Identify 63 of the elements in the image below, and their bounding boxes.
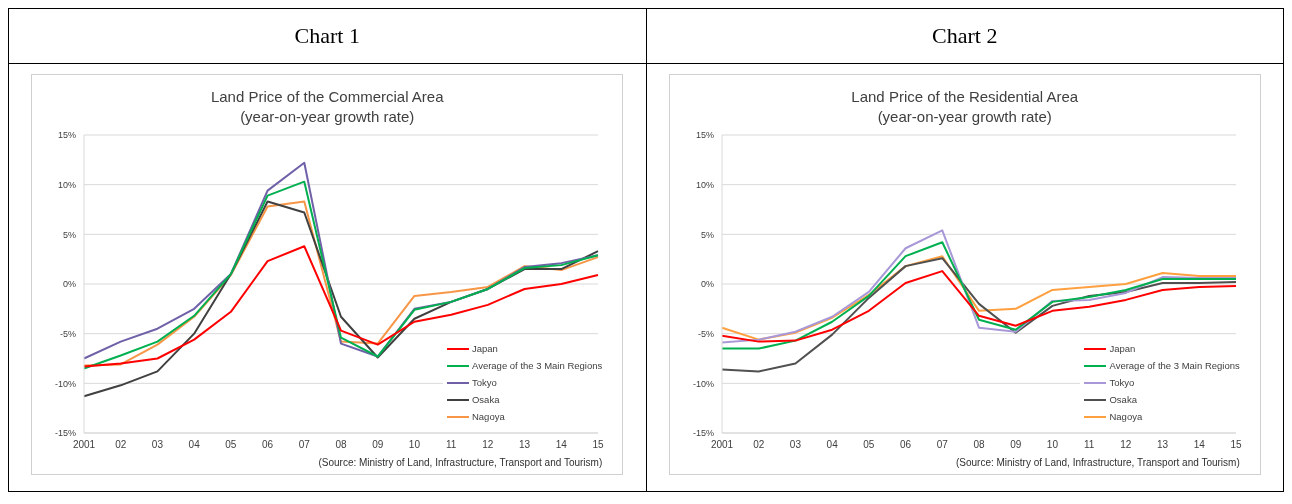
text: (Source: Ministry of Land, Infrastructure, Transport and Tourism) [317,457,603,468]
x-tick-label: 12 [482,439,495,451]
y-tick-label: 15% [695,130,714,141]
x-tick-label: 06 [899,439,912,451]
x-tick-label: 13 [1156,439,1169,451]
x-tick-label: 10 [1046,439,1059,451]
caption: Chart 1 [8,8,646,64]
x-tick-label: 03 [789,439,802,451]
x-tick-label: 07 [936,439,949,451]
y-tick-label: -5% [697,328,714,339]
legend-label: Average of the 3 Main Regions [471,360,603,371]
x-tick-label: 06 [262,439,274,451]
y-tick-label: 0% [63,279,77,290]
legend-label: Tokyo [1109,377,1135,388]
x-tick-label: 08 [335,439,348,451]
x-tick-label: 05 [863,439,875,451]
legend-label: Japan [1109,343,1136,354]
x-tick-label: 14 [1193,439,1206,451]
x-tick-label: 15 [592,439,605,451]
x-tick-label: 04 [188,439,201,451]
y-tick-label: 10% [58,179,77,190]
legend-label: Nagoya [1109,411,1143,422]
x-tick-label: 14 [555,439,568,451]
y-tick-label: 0% [700,279,714,290]
x-tick-label: 03 [152,439,164,451]
legend-label: Japan [471,343,498,354]
x-tick-label: 02 [115,439,127,451]
y-tick-label: -5% [60,328,77,339]
x-tick-label: 02 [752,439,765,451]
y-tick-label: 15% [58,130,77,141]
chart-title: Land Price of the Residential Area (year-on-year growth rate) [850,87,1080,127]
x-tick-label: 07 [298,439,311,451]
x-tick-label: 2001 [73,439,96,451]
legend-label: Osaka [471,394,500,405]
x-tick-label: 2001 [710,439,734,451]
x-tick-label: 08 [973,439,985,451]
x-tick-label: 12 [1120,439,1132,451]
y-tick-label: 5% [700,229,714,240]
line-series [720,255,1237,341]
legend-label: Osaka [1109,394,1137,405]
x-tick-label: 04 [826,439,838,451]
line-series [83,200,600,398]
legend-label: Average of the 3 Main Regions [1109,360,1240,371]
x-tick-label: 13 [519,439,531,451]
y-tick-label: -10% [692,378,714,389]
chart-title: Land Price of the Commercial Area (year-on-year growth rate) [209,87,445,127]
legend-label: Tokyo [471,377,497,388]
x-tick-label: 05 [225,439,238,451]
x-tick-label: 09 [1009,439,1022,451]
y-tick-label: 10% [695,179,714,190]
x-tick-label: 11 [1083,439,1095,451]
y-tick-label: -15% [692,428,714,439]
caption: Chart 2 [646,8,1284,64]
y-tick-label: -10% [55,378,77,389]
line-series [720,270,1237,343]
text: (Source: Ministry of Land, Infrastructure, Transport and Tourism) [954,457,1240,468]
y-tick-label: -15% [55,428,77,439]
x-tick-label: 09 [372,439,384,451]
x-tick-label: 11 [446,439,458,451]
legend-label: Nagoya [471,411,505,422]
x-tick-label: 10 [409,439,421,451]
x-tick-label: 15 [1230,439,1242,451]
y-tick-label: 5% [63,229,77,240]
